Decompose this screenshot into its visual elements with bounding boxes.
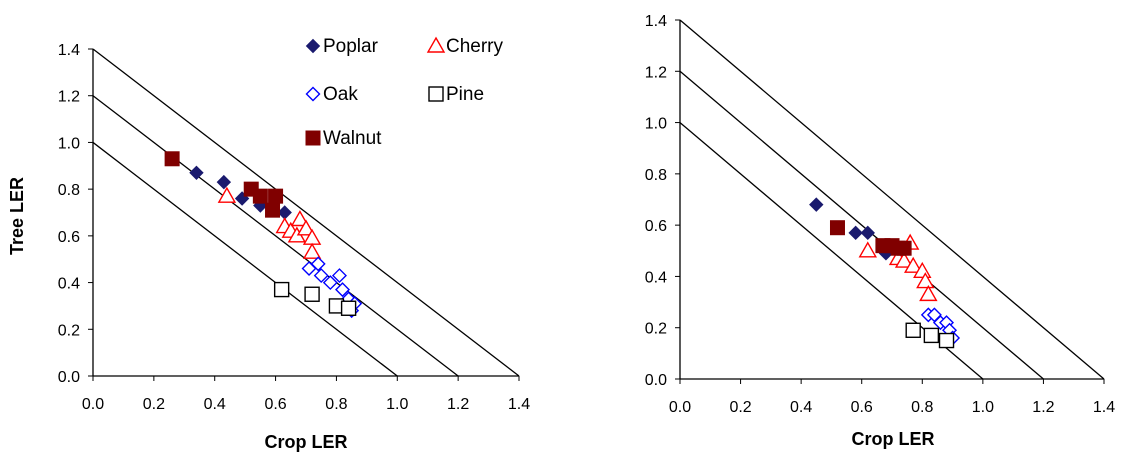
data-point <box>913 261 932 278</box>
x-axis-title: Crop LER <box>852 429 935 449</box>
x-tick-label: 0.2 <box>729 399 751 416</box>
data-point <box>217 186 237 203</box>
series-walnut <box>164 151 284 218</box>
x-tick-label: 1.0 <box>386 396 408 413</box>
legend-marker <box>305 130 321 146</box>
y-tick-label: 0.4 <box>58 276 80 293</box>
reference-line <box>92 95 459 377</box>
legend-marker <box>305 38 321 54</box>
data-point <box>304 286 320 302</box>
y-axis-title: Tree LER <box>7 177 27 255</box>
x-tick-label: 0.4 <box>790 399 812 416</box>
data-point <box>265 202 281 218</box>
data-point <box>322 275 338 291</box>
y-tick-label: 1.2 <box>58 89 80 106</box>
data-point <box>290 210 310 227</box>
data-point <box>860 225 875 241</box>
legend: Poplar Cherry Oak Pine Walnut <box>305 36 504 149</box>
data-point <box>310 256 326 272</box>
x-axis-title: Crop LER <box>265 432 348 452</box>
reference-line <box>92 48 520 377</box>
data-point <box>905 322 921 338</box>
y-tick-label: 1.4 <box>645 13 667 30</box>
right-chart: 0.0 0.2 0.4 0.6 0.8 1.0 1.2 1.4 0.0 0.2 0.4 0.6 0.8… <box>645 13 1115 449</box>
legend-label: Walnut <box>323 128 382 149</box>
x-tick-label: 1.4 <box>1093 399 1115 416</box>
data-point <box>313 268 329 284</box>
data-point <box>252 188 268 204</box>
reference-line <box>92 141 398 377</box>
y-tick-label: 0.8 <box>645 167 667 184</box>
data-point <box>164 151 180 167</box>
x-tick-label: 0.6 <box>264 396 286 413</box>
x-tick-label: 0.8 <box>911 399 933 416</box>
y-tick-label: 0.0 <box>645 372 667 389</box>
series-cherry <box>858 233 938 302</box>
data-point <box>331 268 347 284</box>
legend-marker <box>426 36 446 53</box>
left-chart: 0.0 0.2 0.4 0.6 0.8 1.0 1.2 1.4 0.0 0.2 0.4 0.6 0.8… <box>7 36 530 452</box>
data-point <box>302 242 322 259</box>
legend-item-oak: Oak <box>305 84 358 105</box>
y-tick-label: 0.8 <box>58 182 80 199</box>
data-point <box>916 272 935 289</box>
y-tick-label: 0.0 <box>58 369 80 386</box>
data-point <box>848 225 863 241</box>
legend-item-walnut: Walnut <box>305 128 382 149</box>
series-walnut <box>829 220 912 256</box>
data-point <box>938 332 955 349</box>
data-point <box>894 251 914 268</box>
legend-marker <box>428 86 444 102</box>
x-tick-label: 1.2 <box>447 396 469 413</box>
y-tick-label: 0.2 <box>58 322 80 339</box>
legend-label: Cherry <box>446 36 504 57</box>
y-tick-label: 1.4 <box>58 42 80 59</box>
legend-label: Pine <box>446 84 484 105</box>
x-tick-label: 0.6 <box>851 399 873 416</box>
x-tick-label: 0.8 <box>325 396 347 413</box>
series-pine <box>273 281 357 316</box>
data-point <box>896 240 912 256</box>
data-point <box>858 241 877 258</box>
legend-marker <box>305 86 321 102</box>
x-tick-label: 0.0 <box>669 399 691 416</box>
legend-item-pine: Pine <box>428 84 484 105</box>
data-point <box>923 327 940 344</box>
x-tick-label: 0.2 <box>143 396 165 413</box>
y-tick-label: 0.2 <box>645 321 667 338</box>
legend-item-poplar: Poplar <box>305 36 379 57</box>
reference-line <box>679 19 1105 380</box>
x-tick-label: 1.4 <box>508 396 530 413</box>
data-point <box>809 197 824 212</box>
x-tick-label: 0.0 <box>82 396 104 413</box>
data-point <box>216 174 232 190</box>
x-tick-label: 1.0 <box>972 399 994 416</box>
reference-line <box>679 70 1044 380</box>
legend-item-cherry: Cherry <box>426 36 504 57</box>
y-tick-label: 1.0 <box>645 116 667 133</box>
y-tick-label: 1.0 <box>58 135 80 152</box>
data-point <box>277 205 292 220</box>
data-point <box>268 188 284 204</box>
data-point <box>903 256 923 273</box>
y-tick-label: 0.6 <box>645 218 667 235</box>
y-tick-label: 0.6 <box>58 229 80 246</box>
y-tick-label: 0.4 <box>645 269 667 286</box>
y-tick-label: 1.2 <box>645 64 667 81</box>
x-tick-label: 1.2 <box>1032 399 1054 416</box>
data-point <box>273 281 290 298</box>
data-point <box>296 219 316 236</box>
series-pine <box>905 322 955 349</box>
legend-label: Poplar <box>323 36 379 57</box>
data-point <box>189 165 204 180</box>
legend-label: Oak <box>323 84 358 105</box>
series-cherry <box>217 186 322 259</box>
data-point <box>829 220 845 236</box>
x-tick-label: 0.4 <box>204 396 226 413</box>
data-point <box>919 284 938 302</box>
data-point <box>340 300 357 316</box>
data-point <box>335 282 351 298</box>
